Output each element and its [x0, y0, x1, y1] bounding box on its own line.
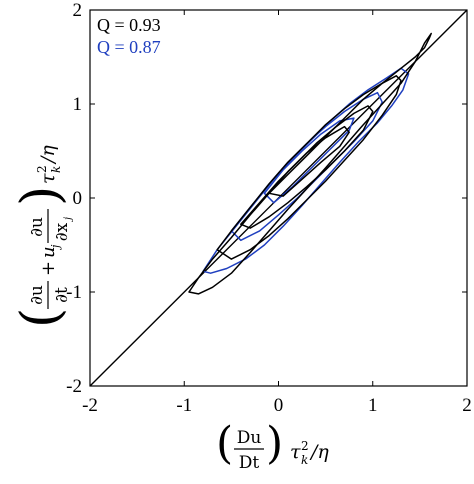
- y-label-t2-den: ∂x: [52, 222, 72, 241]
- blue-contour-3: [263, 117, 355, 204]
- x-tick-label: 1: [368, 395, 378, 416]
- x-label-close-paren: ): [266, 418, 283, 469]
- y-label-close-paren: ): [11, 186, 71, 206]
- y-label-t2-den-sub: j: [63, 217, 74, 222]
- y-label-rest: /η: [37, 145, 59, 165]
- y-label-tau-sub: k: [49, 166, 63, 173]
- x-tick-label: -1: [176, 395, 192, 416]
- y-tick-label: 2: [73, 0, 83, 21]
- black-contour-4: [268, 125, 350, 197]
- y-label-tau: τ: [37, 173, 59, 184]
- y-axis-label: ( ∂u ∂t + u j ∂u ∂x j ) τ 2 k /η: [11, 145, 74, 328]
- x-label-open-paren: (: [216, 418, 233, 469]
- x-axis-label: ( Du Dt ) τ 2 k /η: [216, 418, 329, 473]
- x-label-rest: /η: [309, 441, 329, 463]
- axis-ticks: [89, 9, 468, 387]
- y-tick-label: -1: [66, 282, 82, 303]
- y-label-tau-sup: 2: [35, 165, 49, 173]
- y-label-t2-num: ∂u: [27, 217, 47, 237]
- y-tick-label: 0: [73, 188, 83, 209]
- legend-entry-2: Q = 0.87: [97, 37, 161, 57]
- x-tick-labels: -2 -1 0 1 2: [82, 395, 472, 416]
- legend-entry-1: Q = 0.93: [97, 15, 161, 35]
- y-label-plus: +: [38, 261, 59, 276]
- y-label-open-paren: (: [11, 308, 71, 328]
- x-label-tau-sup: 2: [301, 439, 309, 453]
- x-label-tau-sub: k: [301, 453, 308, 467]
- x-tick-label: 2: [462, 395, 472, 416]
- x-tick-label: -2: [82, 395, 98, 416]
- blue-contour-2: [230, 91, 383, 242]
- y-tick-labels: -2 -1 0 1 2: [66, 0, 82, 397]
- x-label-numerator: Du: [237, 428, 262, 448]
- x-label-denominator: Dt: [239, 453, 260, 473]
- black-contour-2: [216, 75, 402, 260]
- y-tick-label: 1: [73, 94, 83, 115]
- x-tick-label: 0: [274, 395, 284, 416]
- y-label-uj-sub: j: [49, 244, 62, 251]
- y-tick-label: -2: [66, 376, 82, 397]
- plot-area: [90, 10, 467, 386]
- y-label-t1-den: ∂t: [52, 287, 72, 303]
- x-label-tau: τ: [290, 441, 301, 463]
- y-label-uj: u: [38, 246, 59, 258]
- y-label-t1-num: ∂u: [27, 285, 47, 305]
